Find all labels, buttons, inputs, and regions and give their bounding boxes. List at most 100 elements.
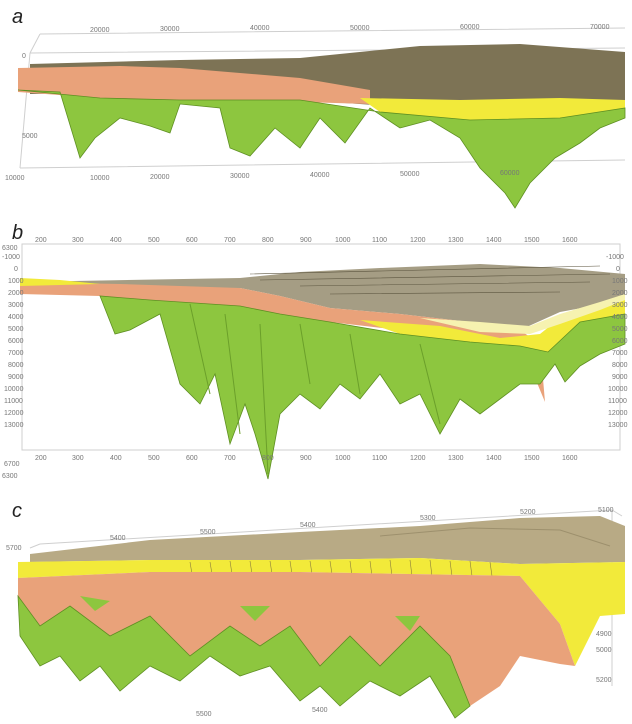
axis-tick: 1400 — [486, 237, 502, 244]
panel-a-left-ticks: 0 5000 10000 — [5, 53, 38, 182]
axis-tick: -1000 — [606, 254, 624, 261]
axis-tick: -1000 — [2, 254, 20, 261]
axis-tick: 5400 — [110, 535, 126, 542]
axis-tick: 4000 — [8, 314, 24, 321]
axis-tick: 5200 — [520, 509, 536, 516]
axis-tick: 1600 — [562, 237, 578, 244]
axis-tick: 700 — [224, 237, 236, 244]
axis-tick: 7000 — [612, 350, 628, 357]
axis-tick: 2000 — [8, 290, 24, 297]
panel-b-right-ticks: -1000 0 1000 2000 3000 4000 5000 6000 70… — [606, 254, 628, 429]
axis-tick: 10000 — [5, 175, 25, 182]
axis-tick: 1000 — [335, 455, 351, 462]
axis-tick: 900 — [300, 237, 312, 244]
panel-a-model: 20000 30000 40000 50000 60000 70000 1000… — [5, 24, 626, 209]
axis-tick: 6000 — [612, 338, 628, 345]
axis-tick: 1600 — [562, 455, 578, 462]
axis-tick: 5300 — [420, 515, 436, 522]
axis-tick: 50000 — [350, 25, 370, 32]
axis-tick: 12000 — [608, 410, 628, 417]
axis-tick: 7000 — [8, 350, 24, 357]
panel-b-bottom-axis-ticks: 200 300 400 500 600 700 800 900 1000 110… — [35, 455, 578, 462]
axis-tick: 30000 — [160, 26, 180, 33]
panel-b-pale-layer — [420, 294, 625, 334]
axis-tick: 700 — [224, 455, 236, 462]
panel-b-model: 200 300 400 500 600 700 800 900 1000 110… — [2, 237, 628, 480]
axis-tick: 5200 — [596, 677, 612, 684]
panel-c-green-layer — [17, 594, 471, 719]
panel-label-b: b — [12, 222, 24, 244]
axis-tick: 5000 — [612, 326, 628, 333]
axis-tick: 12000 — [4, 410, 24, 417]
axis-tick: 1000 — [612, 278, 628, 285]
axis-tick: 600 — [186, 455, 198, 462]
axis-tick: 600 — [186, 237, 198, 244]
panel-label-c: c — [12, 500, 22, 522]
axis-tick: 1100 — [372, 237, 387, 244]
panel-c-bottom-axis-ticks: 5500 5400 — [196, 707, 328, 718]
axis-tick: 0 — [22, 53, 26, 60]
axis-tick: 30000 — [230, 173, 250, 180]
corner-label: 6300 — [2, 245, 18, 252]
axis-tick: 400 — [110, 455, 122, 462]
panel-a-green-layer — [17, 89, 626, 209]
panel-c-salmon-layer — [18, 572, 575, 706]
axis-tick: 0 — [14, 266, 18, 273]
axis-tick: 1200 — [410, 237, 426, 244]
panel-a-yellow-layer — [360, 98, 625, 120]
axis-tick: 5000 — [22, 133, 38, 140]
axis-tick: 2000 — [612, 290, 628, 297]
panel-c-model: 5400 5500 5400 5300 5200 5100 5700 4900 … — [6, 507, 625, 719]
axis-tick: 5500 — [196, 711, 212, 718]
axis-tick: 10000 — [608, 386, 628, 393]
axis-tick: 800 — [262, 455, 274, 462]
axis-tick: 1400 — [486, 455, 502, 462]
axis-tick: 11000 — [608, 398, 627, 405]
axis-tick: 4000 — [612, 314, 628, 321]
axis-tick: 1500 — [524, 455, 540, 462]
axis-tick: 50000 — [400, 171, 420, 178]
axis-tick: 8000 — [8, 362, 24, 369]
axis-tick: 5100 — [598, 507, 614, 514]
axis-tick: 60000 — [460, 24, 480, 31]
axis-tick: 1300 — [448, 237, 464, 244]
axis-tick: 1200 — [410, 455, 426, 462]
panel-b-yellow-layer — [20, 278, 625, 352]
axis-tick: 500 — [148, 237, 160, 244]
panel-b-salmon-layer — [20, 282, 545, 402]
panel-c-left-tick: 5700 — [6, 545, 22, 552]
axis-tick: 40000 — [250, 25, 270, 32]
axis-tick: 70000 — [590, 24, 610, 31]
axis-tick: 13000 — [4, 422, 24, 429]
panel-b-top-axis-ticks: 200 300 400 500 600 700 800 900 1000 110… — [35, 237, 578, 244]
axis-tick: 9000 — [8, 374, 24, 381]
axis-tick: 300 — [72, 455, 84, 462]
axis-tick: 20000 — [150, 174, 170, 181]
panel-b-green-layer — [99, 295, 626, 480]
axis-tick: 1000 — [335, 237, 351, 244]
panel-b-top-surface — [20, 264, 625, 330]
axis-tick: 200 — [35, 237, 47, 244]
axis-tick: 60000 — [500, 170, 520, 177]
axis-tick: 20000 — [90, 27, 110, 34]
panel-a-bottom-axis-ticks: 10000 20000 30000 40000 50000 60000 — [90, 170, 520, 182]
axis-tick: 900 — [300, 455, 312, 462]
panel-a-salmon-layer — [18, 66, 370, 104]
axis-tick: 0 — [616, 266, 620, 273]
panel-a-top-axis-ticks: 20000 30000 40000 50000 60000 70000 — [90, 24, 610, 34]
axis-tick: 6000 — [8, 338, 24, 345]
axis-tick: 5000 — [596, 647, 612, 654]
axis-tick: 1300 — [448, 455, 464, 462]
axis-tick: 9000 — [612, 374, 628, 381]
axis-tick: 40000 — [310, 172, 330, 179]
axis-tick: 1000 — [8, 278, 24, 285]
panel-b-corner-labels: 6300 6700 6300 — [2, 245, 20, 480]
axis-tick: 5000 — [8, 326, 24, 333]
axis-tick: 200 — [35, 455, 47, 462]
axis-tick: 300 — [72, 237, 84, 244]
axis-tick: 11000 — [4, 398, 23, 405]
axis-tick: 5400 — [300, 522, 316, 529]
axis-tick: 10000 — [4, 386, 24, 393]
corner-label: 6300 — [2, 473, 18, 480]
panel-c-yellow-layer — [18, 558, 625, 666]
